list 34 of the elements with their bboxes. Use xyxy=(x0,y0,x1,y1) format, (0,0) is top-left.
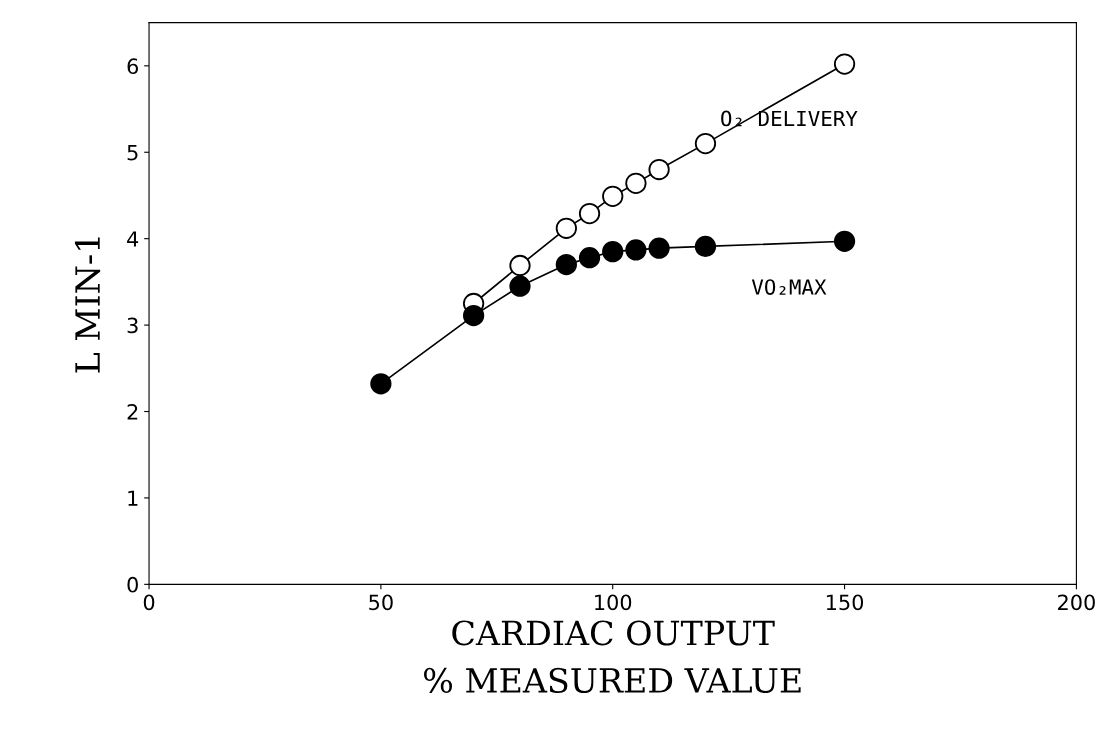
y-tick-label: 6 xyxy=(127,58,139,75)
point xyxy=(648,237,670,259)
point xyxy=(833,230,856,252)
point xyxy=(625,172,647,194)
y-tick-label: 5 xyxy=(127,144,138,161)
x-tick-label: 50 xyxy=(369,594,393,611)
point xyxy=(509,275,531,297)
point xyxy=(694,132,717,155)
point xyxy=(555,217,577,239)
series-label: VO₂MAX xyxy=(751,279,827,295)
point xyxy=(625,239,647,261)
point xyxy=(648,158,670,181)
y-axis-title: L MIN-1 xyxy=(74,237,101,373)
y-tick-label: 4 xyxy=(127,231,139,247)
y-tick-label: 1 xyxy=(128,490,138,506)
point xyxy=(833,53,856,75)
y-tick-label: 3 xyxy=(127,317,138,334)
point xyxy=(602,241,624,263)
x-tick-label: 100 xyxy=(595,594,632,611)
point xyxy=(509,254,531,277)
x-tick-label: 200 xyxy=(1058,594,1095,611)
point xyxy=(462,304,485,327)
point xyxy=(578,202,601,225)
point xyxy=(555,253,577,276)
x-axis-title: CARDIAC OUTPUT % MEASURED VALUE xyxy=(424,620,801,694)
x-tick-label: 0 xyxy=(143,594,155,611)
x-tick-label: 150 xyxy=(826,594,864,611)
point xyxy=(602,185,624,207)
point xyxy=(578,247,601,269)
point xyxy=(370,373,392,395)
y-tick-label: 2 xyxy=(127,403,138,420)
series-label: O₂ DELIVERY xyxy=(721,110,858,127)
point xyxy=(694,235,717,258)
y-tick-label: 0 xyxy=(127,576,138,593)
